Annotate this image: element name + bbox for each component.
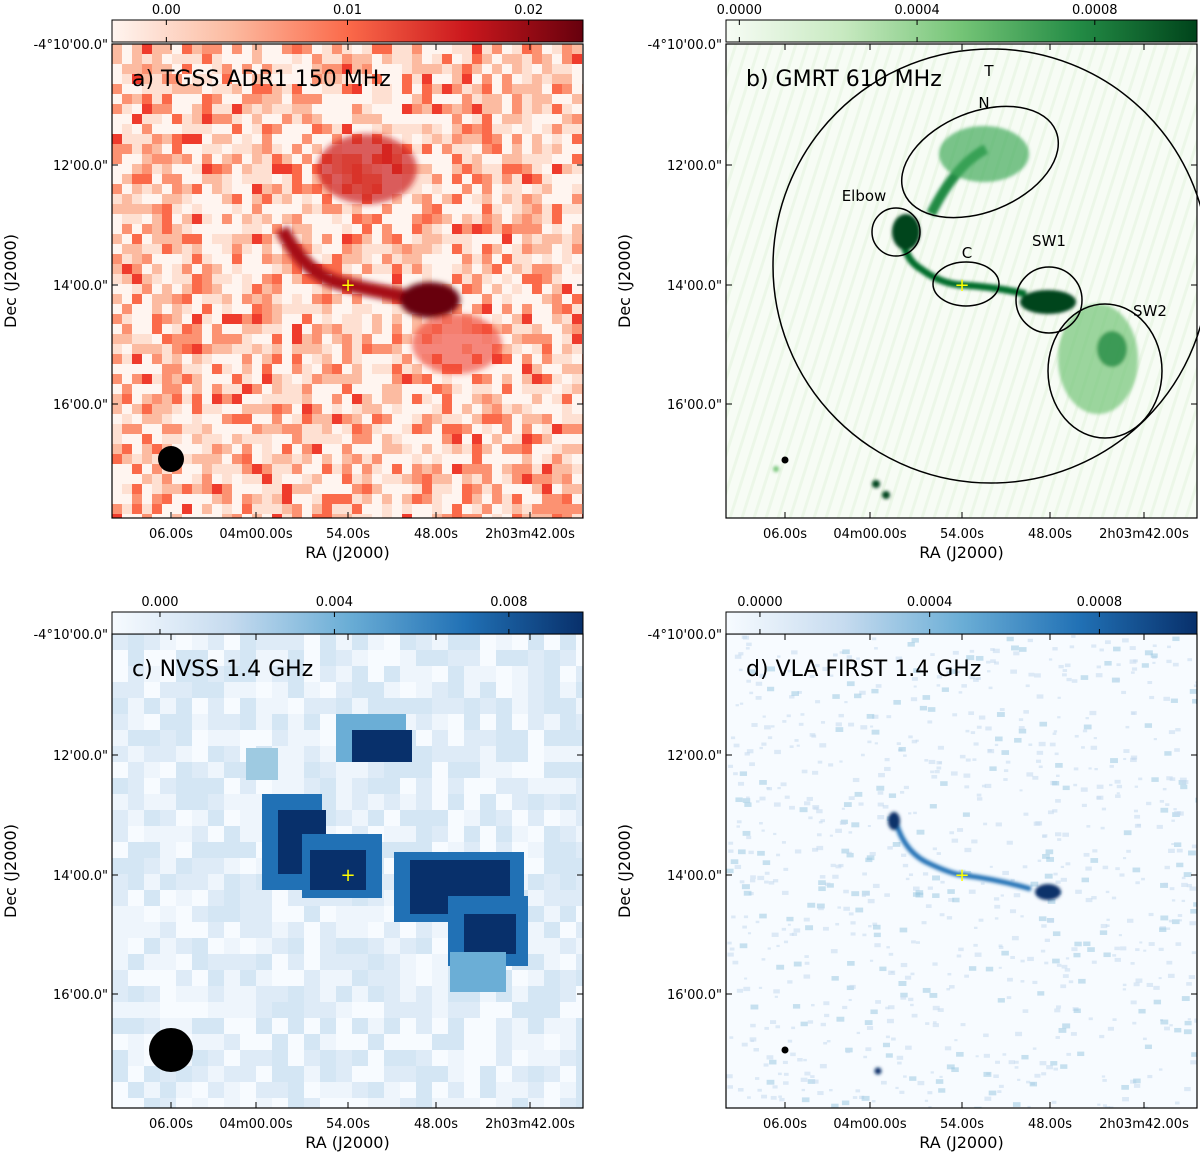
region-t [772,48,1200,484]
colorbar-tick-label: 0.00 [152,3,181,18]
x-axis-label: RA (J2000) [305,1133,389,1152]
x-axis-label: RA (J2000) [305,543,389,562]
x-tick-label: 48.00s [1028,1117,1072,1132]
y-tick-label: 12'00.0" [667,159,722,174]
region-overlays [772,48,1200,484]
panel-c: +06.00s 04m00.00s 54.00s 48.00s 2h03m42.00s -… [1,595,584,1152]
colorbar [725,611,1198,635]
y-tick-label: 16'00.0" [667,988,722,1003]
x-tick-label: 48.00s [414,1117,458,1132]
colorbar-tick-label: 0.004 [316,595,353,610]
image-b [726,44,1197,518]
y-tick-label: -4°10'00.0" [33,38,108,53]
region-label-c: C [962,244,972,262]
core-marker: + [340,275,355,296]
core-marker: + [954,865,969,886]
y-tick-label: 16'00.0" [53,398,108,413]
colorbar-tick-label: 0.008 [490,595,527,610]
region-c [932,261,1000,307]
region-label-n: N [978,94,989,112]
region-n [900,105,1060,219]
y-tick-label: -4°10'00.0" [647,628,722,643]
colorbar-tick-label: 0.0000 [737,595,783,610]
x-tick-label: 06.00s [149,527,193,542]
colorbar-tick-label: 0.000 [141,595,178,610]
y-tick-label: 14'00.0" [667,279,722,294]
source-emission [874,812,1061,1075]
y-axis-label: Dec (J2000) [615,234,634,328]
y-tick-label: -4°10'00.0" [647,38,722,53]
y-axis-label: Dec (J2000) [1,824,20,918]
x-tick-label: 48.00s [414,527,458,542]
beam-ellipse [149,1028,193,1072]
x-tick-label: 04m00.00s [219,1117,292,1132]
x-tick-label: 2h03m42.00s [1099,527,1189,542]
source-emission [246,714,528,992]
x-tick-label: 2h03m42.00s [1099,1117,1189,1132]
colorbar-tick-label: 0.0000 [717,3,763,18]
colorbar-tick-label: 0.0004 [894,3,940,18]
y-axis-label: Dec (J2000) [1,234,20,328]
beam-ellipse [158,446,184,472]
colorbar-tick-label: 0.0008 [1077,595,1123,610]
x-tick-label: 54.00s [326,1117,370,1132]
x-tick-label: 06.00s [149,1117,193,1132]
source-emission [773,126,1138,499]
colorbar-tick-label: 0.0008 [1072,3,1118,18]
panel-title: b) GMRT 610 MHz [746,67,942,92]
y-tick-label: 16'00.0" [53,988,108,1003]
core-marker: + [340,865,355,886]
region-sw2 [1047,303,1163,439]
beam-ellipse [781,1046,789,1054]
region-label-elbow: Elbow [842,187,887,205]
x-tick-label: 54.00s [326,527,370,542]
x-tick-label: 06.00s [763,527,807,542]
beam-ellipse [781,456,789,464]
x-tick-label: 2h03m42.00s [485,527,575,542]
y-tick-label: 12'00.0" [53,749,108,764]
colorbar [111,611,584,635]
y-tick-label: -4°10'00.0" [33,628,108,643]
panel-d: +06.00s 04m00.00s 54.00s 48.00s 2h03m42.00s -… [615,595,1198,1152]
core-marker: + [954,275,969,296]
region-sw1 [1015,266,1083,334]
colorbar-tick-label: 0.02 [514,3,543,18]
panel-title: d) VLA FIRST 1.4 GHz [746,657,981,682]
y-tick-label: 14'00.0" [667,869,722,884]
panel-b: + TN Elbow C SW1 SW2 06.00s 04m00.00s 54.00s 48.0… [615,3,1200,562]
colorbar-tick-label: 0.0004 [907,595,953,610]
y-tick-label: 14'00.0" [53,279,108,294]
y-axis-label: Dec (J2000) [615,824,634,918]
region-label-sw1: SW1 [1032,232,1066,250]
y-tick-label: 12'00.0" [53,159,108,174]
x-tick-label: 04m00.00s [219,527,292,542]
x-axis-label: RA (J2000) [919,543,1003,562]
x-tick-label: 04m00.00s [833,527,906,542]
image-c [112,634,583,1108]
x-tick-label: 2h03m42.00s [485,1117,575,1132]
colorbar [725,19,1198,43]
y-tick-label: 16'00.0" [667,398,722,413]
x-tick-label: 06.00s [763,1117,807,1132]
x-tick-label: 04m00.00s [833,1117,906,1132]
panel-title: a) TGSS ADR1 150 MHz [132,67,391,92]
y-tick-label: 14'00.0" [53,869,108,884]
panel-title: c) NVSS 1.4 GHz [132,657,313,682]
x-tick-label: 48.00s [1028,527,1072,542]
region-elbow [871,207,921,257]
source-emission [275,134,502,374]
image-a [112,44,583,518]
x-tick-label: 54.00s [940,527,984,542]
region-label-sw2: SW2 [1133,302,1167,320]
panel-a: +06.00s 04m00.00s 54.00s 48.00s 2h03m42.00s -… [1,3,584,562]
colorbar-tick-label: 0.01 [333,3,362,18]
x-axis-label: RA (J2000) [919,1133,1003,1152]
x-tick-label: 54.00s [940,1117,984,1132]
y-tick-label: 12'00.0" [667,749,722,764]
region-label-t: T [983,62,994,80]
image-d [726,634,1197,1108]
